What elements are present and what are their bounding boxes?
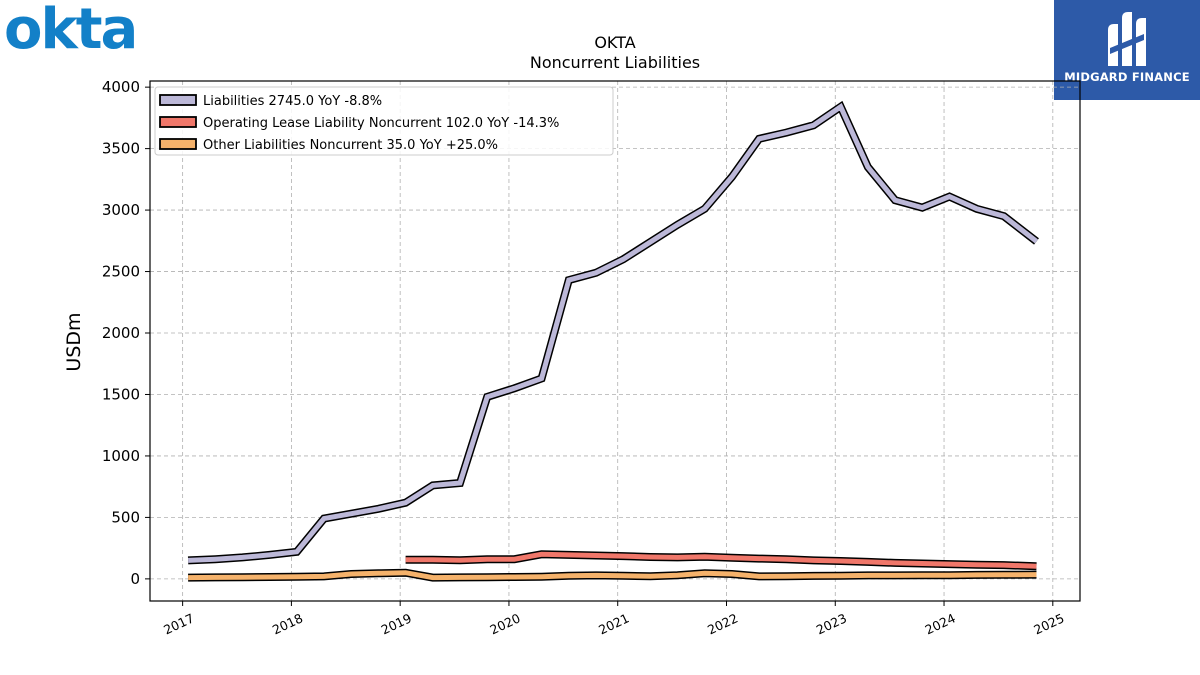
legend-swatch	[160, 95, 196, 105]
legend-swatch	[160, 117, 196, 127]
x-tick-label: 2021	[596, 610, 631, 637]
plot-frame	[150, 81, 1080, 601]
y-axis: 0 500 1000 1500 2000 2500 3000 3500 4000	[102, 78, 150, 588]
series-layer	[188, 107, 1036, 578]
y-tick-label: 500	[111, 508, 140, 526]
legend-label: Operating Lease Liability Noncurrent 102…	[203, 116, 559, 131]
legend-item: Other Liabilities Noncurrent 35.0 YoY +2…	[160, 138, 498, 153]
y-tick-label: 3000	[102, 201, 140, 219]
grid	[150, 81, 1080, 601]
legend-item: Operating Lease Liability Noncurrent 102…	[160, 116, 559, 131]
series-1	[406, 554, 1037, 566]
legend-swatch	[160, 139, 196, 149]
series-2	[188, 573, 1036, 578]
x-tick-label: 2019	[379, 610, 414, 637]
x-axis: 2017 2018 2019 2020 2021 2022 2023 2024 2025	[161, 601, 1066, 637]
series-0	[188, 107, 1036, 561]
chart: OKTA Noncurrent Liabilities USDm 0 500 100…	[0, 0, 1200, 675]
y-tick-label: 1000	[102, 447, 140, 465]
series-line	[188, 107, 1036, 561]
legend-label: Liabilities 2745.0 YoY -8.8%	[203, 94, 382, 109]
x-tick-label: 2022	[705, 610, 740, 637]
x-tick-label: 2017	[161, 610, 196, 637]
chart-subtitle: Noncurrent Liabilities	[530, 53, 700, 72]
y-tick-label: 0	[130, 570, 140, 588]
legend-label: Other Liabilities Noncurrent 35.0 YoY +2…	[203, 138, 498, 153]
y-tick-label: 4000	[102, 78, 140, 96]
x-tick-label: 2025	[1031, 610, 1066, 637]
series-line-outline	[188, 107, 1036, 561]
y-axis-label: USDm	[63, 312, 85, 371]
y-tick-label: 2000	[102, 324, 140, 342]
x-tick-label: 2020	[487, 610, 522, 637]
legend: Liabilities 2745.0 YoY -8.8% Operating Le…	[155, 87, 613, 155]
x-tick-label: 2024	[923, 610, 958, 637]
y-tick-label: 1500	[102, 385, 140, 403]
chart-title: OKTA	[594, 33, 635, 52]
y-tick-label: 3500	[102, 140, 140, 158]
x-tick-label: 2018	[270, 610, 305, 637]
x-tick-label: 2023	[814, 610, 849, 637]
y-tick-label: 2500	[102, 263, 140, 281]
